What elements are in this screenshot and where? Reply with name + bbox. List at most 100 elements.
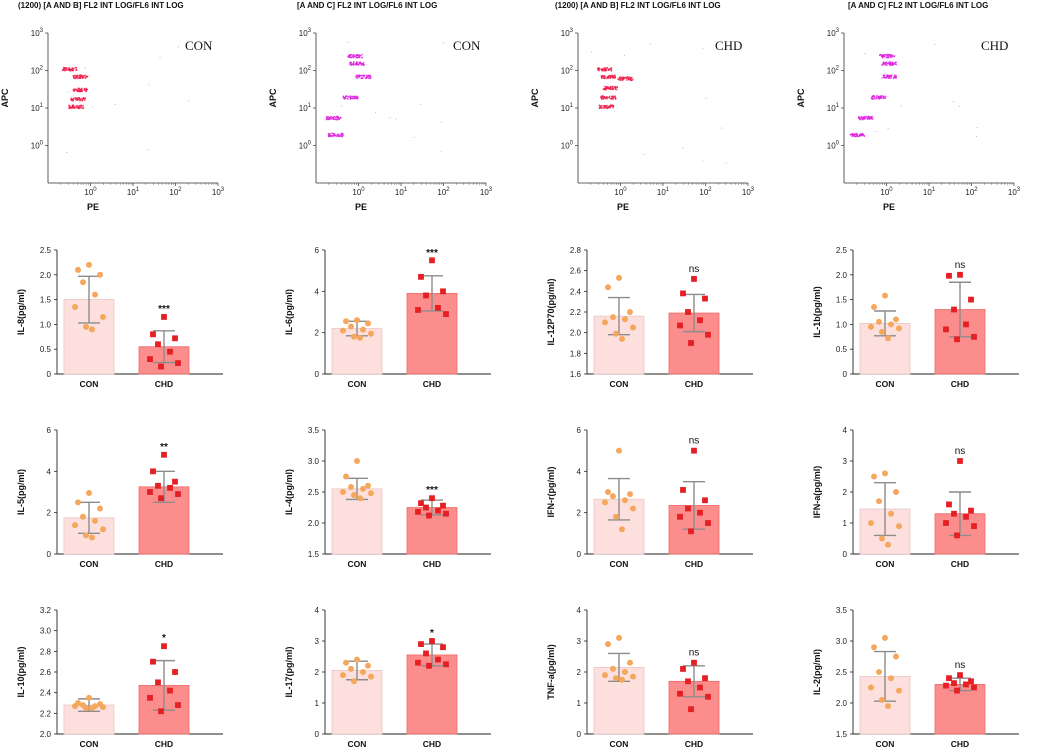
flow-event: [611, 85, 613, 88]
flow-event: [65, 67, 68, 69]
y-tick-label: 4: [577, 606, 582, 615]
category-label: CHD: [685, 559, 703, 569]
flow-event: [604, 96, 606, 98]
flow-event: [74, 89, 76, 91]
data-point-chd: [685, 309, 691, 315]
flow-event-noise: [953, 100, 955, 102]
flow-event: [348, 54, 350, 57]
category-label: CHD: [685, 379, 703, 389]
y-tick-label: 2.0: [570, 329, 582, 338]
flow-event-noise: [159, 56, 161, 58]
flow-x-label: PE: [87, 202, 99, 212]
data-point-chd: [705, 693, 711, 700]
flow-event: [356, 54, 358, 57]
data-point-chd: [158, 708, 164, 715]
y-tick-label: 1.6: [570, 370, 582, 379]
data-point-chd: [418, 273, 424, 280]
flow-event: [610, 95, 613, 97]
flow-event: [341, 135, 343, 138]
flow-event: [877, 95, 879, 97]
flow-event: [892, 77, 895, 79]
y-tick-label: 2: [47, 509, 52, 518]
data-point-con: [86, 261, 92, 268]
flow-event: [606, 76, 609, 78]
flow-y-label: APC: [796, 88, 806, 108]
flow-event: [614, 96, 616, 98]
y-tick-label: 2.4: [570, 287, 582, 296]
y-axis-title: IL-6(pg/ml): [284, 289, 294, 335]
data-point-con: [89, 534, 95, 541]
flow-event: [602, 68, 604, 71]
flow-event: [600, 107, 602, 110]
flow-event: [354, 97, 356, 99]
data-point-chd: [161, 314, 167, 320]
flow-event: [74, 67, 76, 69]
flow-event: [887, 56, 889, 59]
flow-event: [606, 67, 608, 69]
flow-event: [602, 95, 604, 97]
y-tick-label: 2.2: [570, 308, 582, 317]
flow-event: [605, 69, 607, 71]
flow-event: [893, 55, 896, 58]
flow-event: [869, 117, 871, 119]
bar-chart-3: 1.6 1.8 2.0 2.2 2.4 2.6 2.8 IL-12P70(pg/ml) CON C…: [545, 240, 770, 390]
flow-event: [861, 132, 863, 135]
flow-event: [352, 54, 354, 57]
flow-event: [64, 66, 66, 69]
data-point-con: [871, 304, 877, 311]
flow-event: [600, 69, 603, 71]
y-tick-label: 1: [315, 699, 320, 708]
y-tick-label: 2.2: [40, 709, 52, 718]
flow-event: [864, 116, 866, 118]
flow-group-tag: CHD: [981, 38, 1009, 53]
flow-event: [341, 133, 343, 135]
data-point-chd: [705, 331, 711, 338]
data-point-chd: [423, 504, 429, 511]
flow-event: [327, 116, 330, 118]
flow-plot: 100 101 102 103 100 101 102 103 PE APC: [796, 28, 1021, 212]
flow-event: [863, 118, 866, 120]
data-point-con: [879, 696, 885, 703]
flow-event: [888, 56, 890, 58]
flow-x-label: PE: [355, 202, 367, 212]
flow-event: [75, 106, 77, 108]
flow-event: [350, 61, 352, 64]
flow-event: [598, 67, 600, 70]
flow-event: [895, 76, 897, 78]
data-point-con: [365, 662, 371, 669]
flow-event: [76, 74, 79, 77]
flow-event: [81, 99, 83, 101]
data-point-con: [619, 676, 625, 683]
data-point-chd: [150, 468, 156, 475]
data-point-con: [348, 665, 354, 672]
flow-event: [352, 97, 354, 99]
flow-event: [863, 134, 865, 137]
flow-event: [614, 88, 617, 91]
flow-event: [326, 116, 329, 118]
flow-event: [603, 68, 605, 70]
y-tick-label: 2.8: [570, 246, 582, 255]
flow-event: [348, 96, 350, 98]
y-tick-label: 102: [299, 66, 312, 76]
flow-event: [72, 104, 75, 106]
flow-event: [352, 96, 355, 98]
flow-event: [883, 55, 886, 57]
flow-event: [609, 77, 611, 79]
flow-event-noise: [721, 127, 723, 129]
data-point-con: [619, 335, 625, 342]
flow-event: [606, 105, 608, 107]
flow-event: [620, 79, 622, 81]
category-label: CHD: [951, 739, 969, 749]
flow-event: [328, 116, 330, 119]
flow-event: [886, 55, 888, 58]
data-point-con: [888, 510, 894, 517]
flow-event: [72, 67, 74, 70]
bar-chart-svg: 0 1 2 3 4 IL-17(pg/ml) CON CHD *: [284, 606, 491, 749]
flow-event: [604, 88, 606, 91]
flow-event: [70, 98, 73, 100]
flow-event: [855, 132, 857, 134]
flow-event: [620, 77, 623, 79]
data-point-con: [357, 334, 363, 341]
flow-event: [612, 105, 614, 107]
flow-event-noise: [958, 105, 960, 107]
